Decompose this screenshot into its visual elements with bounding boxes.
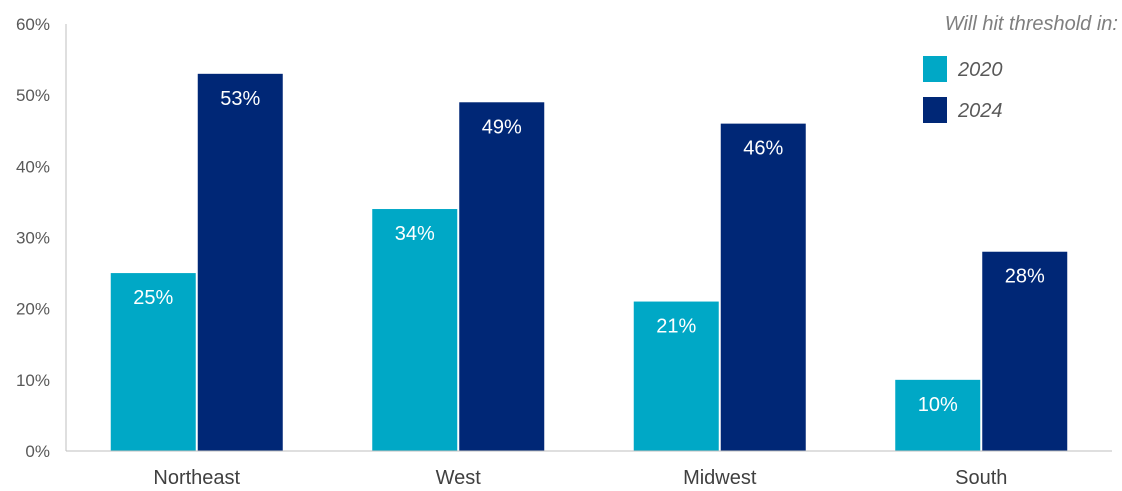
y-tick-label: 20% xyxy=(16,300,50,319)
y-tick-label: 10% xyxy=(16,371,50,390)
y-tick-label: 0% xyxy=(25,442,50,461)
legend-swatch-2020 xyxy=(923,56,947,82)
y-tick-label: 30% xyxy=(16,229,50,248)
legend-swatch-2024 xyxy=(923,97,947,123)
y-tick-label: 40% xyxy=(16,157,50,176)
bars: 25% 53% 34% 49% 21% 46% 10% 28% xyxy=(110,73,1068,452)
legend-label-2024: 2024 xyxy=(957,100,1003,122)
data-label: 28% xyxy=(1005,266,1045,288)
bar-2024-south xyxy=(982,251,1068,451)
x-category-label: West xyxy=(436,467,482,489)
bar-2020-northeast xyxy=(110,273,196,451)
y-tick-label: 50% xyxy=(16,86,50,105)
bar-2020-west xyxy=(372,209,458,451)
data-label: 34% xyxy=(395,223,435,245)
data-label: 25% xyxy=(133,287,173,309)
data-label: 49% xyxy=(482,116,522,138)
bar-2020-midwest xyxy=(633,301,719,451)
legend-title: Will hit threshold in: xyxy=(945,13,1118,35)
x-category-label: South xyxy=(955,467,1007,489)
x-axis: Northeast West Midwest South xyxy=(66,450,1112,489)
bar-2024-west xyxy=(459,102,545,452)
y-tick-label: 60% xyxy=(16,15,50,34)
x-category-label: Midwest xyxy=(683,467,757,489)
data-label: 21% xyxy=(656,316,696,338)
legend-label-2020: 2020 xyxy=(957,59,1003,81)
data-label: 10% xyxy=(918,394,958,416)
bar-2024-northeast xyxy=(197,73,283,452)
x-category-label: Northeast xyxy=(153,467,240,489)
data-label: 53% xyxy=(220,88,260,110)
bar-2020-south xyxy=(895,379,981,451)
y-axis: 0% 10% 20% 30% 40% 50% 60% xyxy=(16,15,67,461)
legend: Will hit threshold in: 2020 2024 xyxy=(923,13,1118,123)
bar-2024-midwest xyxy=(720,123,806,451)
data-label: 46% xyxy=(743,138,783,160)
